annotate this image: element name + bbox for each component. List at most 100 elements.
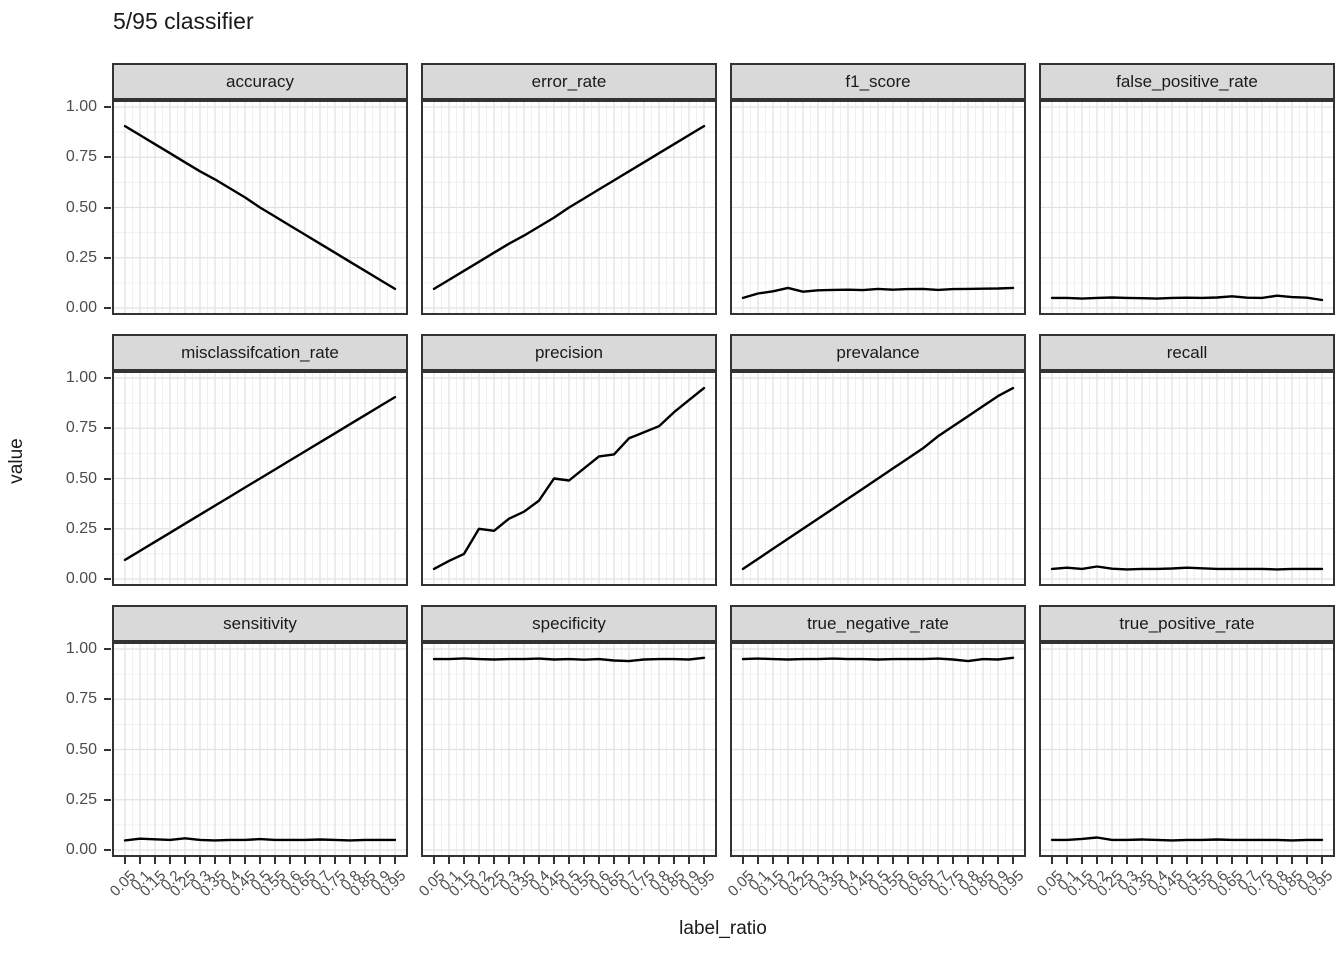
x-tick [1012, 857, 1014, 864]
y-tick-label: 1.00 [65, 98, 97, 115]
line-series-prevalance [741, 386, 1015, 571]
chart-title: 5/95 classifier [113, 8, 254, 34]
x-tick [673, 857, 675, 864]
x-tick [688, 857, 690, 864]
x-tick [802, 857, 804, 864]
facet-panel-precision [421, 371, 717, 586]
y-tick [104, 849, 111, 851]
line-series-f1_score [741, 286, 1015, 300]
line-series-recall [1050, 565, 1324, 571]
line-series-misclassifcation_rate [123, 395, 397, 562]
y-tick-label: 0.25 [65, 248, 97, 266]
x-tick [1141, 857, 1143, 864]
facet-panel-sensitivity [112, 642, 408, 857]
facet-panel-accuracy [112, 100, 408, 315]
x-tick [124, 857, 126, 864]
y-tick [104, 648, 111, 650]
x-tick [658, 857, 660, 864]
line-series-true_positive_rate [1050, 836, 1324, 842]
x-tick [154, 857, 156, 864]
x-tick [1231, 857, 1233, 864]
facet-panel-false_positive_rate [1039, 100, 1335, 315]
y-tick [104, 527, 111, 530]
x-tick [463, 857, 465, 864]
x-tick [379, 857, 381, 864]
y-tick [104, 156, 111, 159]
y-tick-label: 0.75 [65, 690, 97, 708]
facet-strip-specificity: specificity [421, 605, 717, 642]
facet-panel-prevalance [730, 371, 1026, 586]
y-tick [104, 206, 111, 209]
x-tick [787, 857, 789, 864]
y-tick [104, 106, 111, 108]
x-tick [259, 857, 261, 864]
x-tick [349, 857, 351, 864]
facet-panel-recall [1039, 371, 1335, 586]
x-tick [568, 857, 570, 864]
y-tick-label: 0.25 [65, 790, 97, 808]
facet-panel-misclassifcation_rate [112, 371, 408, 586]
y-tick [104, 427, 111, 430]
x-tick [274, 857, 276, 864]
x-tick [937, 857, 939, 864]
y-tick-label: 1.00 [65, 640, 97, 657]
x-tick [982, 857, 984, 864]
x-tick [1291, 857, 1293, 864]
y-tick-label: 1.00 [65, 369, 97, 386]
x-tick [583, 857, 585, 864]
line-series-accuracy [123, 124, 397, 291]
line-series-true_negative_rate [741, 656, 1015, 663]
y-tick [104, 477, 111, 480]
y-tick [104, 256, 111, 259]
x-tick [832, 857, 834, 864]
x-tick [613, 857, 615, 864]
x-tick [199, 857, 201, 864]
facet-panel-error_rate [421, 100, 717, 315]
x-tick [628, 857, 630, 864]
x-tick [433, 857, 435, 864]
facet-strip-misclassifcation_rate: misclassifcation_rate [112, 334, 408, 371]
facet-strip-prevalance: prevalance [730, 334, 1026, 371]
x-tick [508, 857, 510, 864]
x-tick [538, 857, 540, 864]
x-tick [334, 857, 336, 864]
x-tick [394, 857, 396, 864]
x-tick [478, 857, 480, 864]
x-tick [772, 857, 774, 864]
y-tick-label: 0.00 [65, 299, 97, 316]
y-tick-label: 0.50 [65, 740, 97, 758]
x-tick [1156, 857, 1158, 864]
x-tick [922, 857, 924, 864]
line-series-false_positive_rate [1050, 294, 1324, 302]
line-series-error_rate [432, 124, 706, 291]
facet-strip-true_negative_rate: true_negative_rate [730, 605, 1026, 642]
x-tick [448, 857, 450, 864]
y-tick [104, 578, 111, 580]
y-tick-label: 0.50 [65, 198, 97, 216]
facet-panel-true_positive_rate [1039, 642, 1335, 857]
x-tick [817, 857, 819, 864]
x-tick [967, 857, 969, 864]
x-tick [757, 857, 759, 864]
x-tick [523, 857, 525, 864]
x-tick [553, 857, 555, 864]
x-tick [847, 857, 849, 864]
x-tick [997, 857, 999, 864]
x-tick [493, 857, 495, 864]
x-tick [877, 857, 879, 864]
facet-strip-f1_score: f1_score [730, 63, 1026, 100]
x-tick [139, 857, 141, 864]
facet-strip-true_positive_rate: true_positive_rate [1039, 605, 1335, 642]
x-axis-label: label_ratio [679, 918, 767, 939]
x-tick [1126, 857, 1128, 864]
x-tick [1171, 857, 1173, 864]
x-tick [184, 857, 186, 864]
line-series-sensitivity [123, 837, 397, 842]
x-tick [1096, 857, 1098, 864]
x-tick [304, 857, 306, 864]
x-tick [229, 857, 231, 864]
y-tick [104, 748, 111, 751]
x-tick [169, 857, 171, 864]
x-tick [1081, 857, 1083, 864]
